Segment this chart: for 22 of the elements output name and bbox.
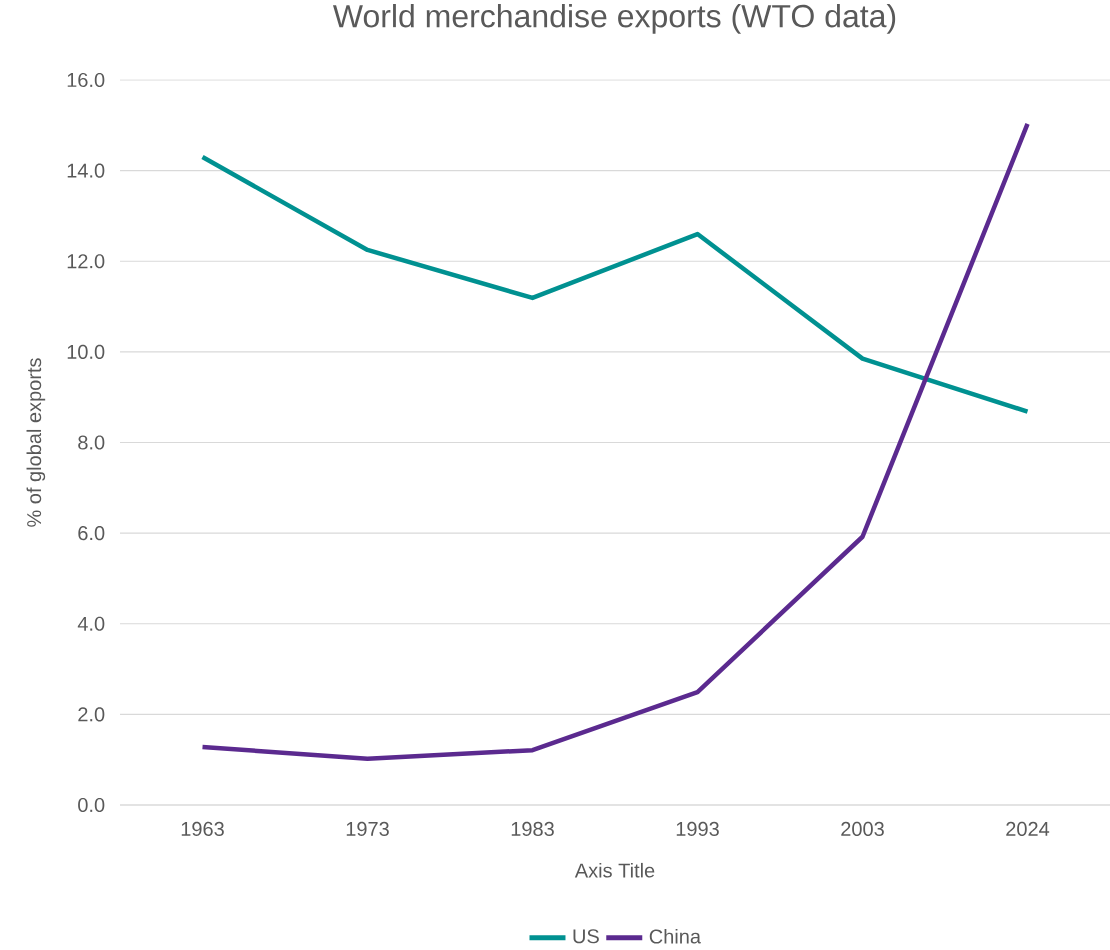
x-tick-label: 1983 [511, 821, 554, 837]
y-tick-label: 10.0 [67, 344, 105, 359]
x-axis-title: Axis Title [574, 862, 655, 878]
y-axis-title: % of global exports [26, 358, 46, 527]
y-tick-label: 0.0 [78, 797, 105, 813]
line-series [200, 121, 1030, 762]
line-series [200, 154, 1030, 414]
y-tick-label: 2.0 [78, 707, 105, 722]
y-tick-label: 6.0 [78, 526, 105, 541]
x-tick-label: 2003 [841, 821, 884, 837]
y-tick-label: 16.0 [67, 72, 105, 88]
legend-label: China [649, 928, 702, 944]
x-tick-label: 2024 [1006, 821, 1050, 837]
legend-label: US [573, 929, 599, 944]
y-tick-label: 14.0 [67, 163, 105, 178]
chart-title: World merchandise exports (WTO data) [332, 3, 896, 34]
x-tick-label: 1973 [346, 821, 389, 837]
y-tick-label: 12.0 [67, 254, 105, 269]
x-tick-label: 1993 [676, 821, 719, 837]
y-tick-label: 4.0 [77, 616, 105, 631]
y-tick-label: 8.0 [78, 435, 105, 450]
x-tick-label: 1963 [181, 821, 224, 837]
